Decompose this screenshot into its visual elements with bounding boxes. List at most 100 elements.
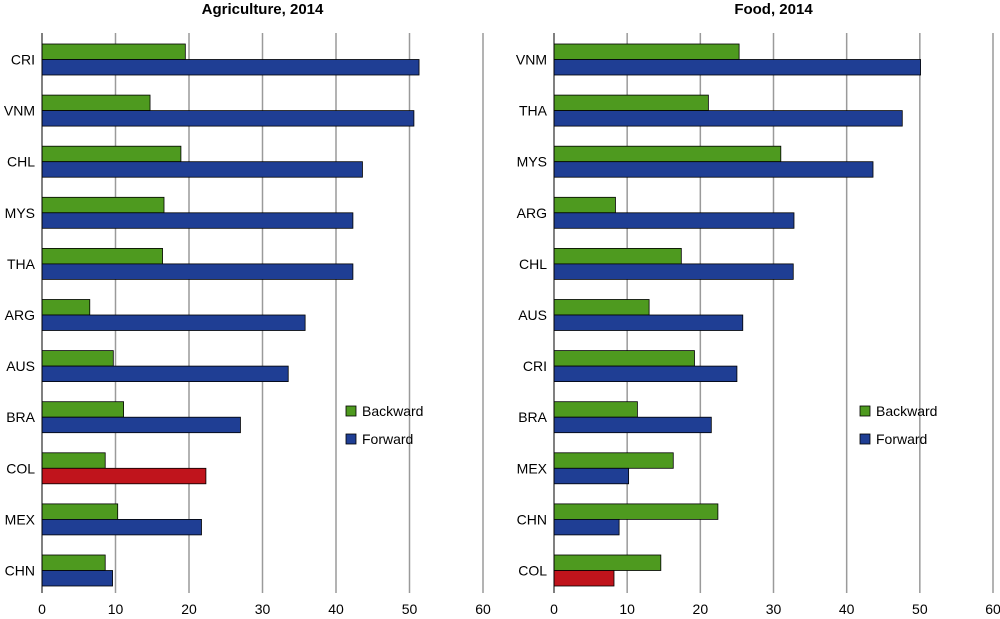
bar-backward-tha (553, 94, 709, 111)
legend-label-backward: Backward (876, 403, 937, 419)
x-tick-label: 60 (475, 601, 491, 617)
bar-backward-mex (41, 503, 119, 520)
x-tick-label: 50 (912, 601, 928, 617)
legend-label-backward: Backward (362, 403, 423, 419)
category-label: VNM (516, 52, 547, 68)
category-label: CHN (5, 563, 35, 579)
x-tick-label: 60 (985, 601, 1000, 617)
bar-forward-cri (553, 365, 738, 383)
x-tick-label: 0 (38, 601, 46, 617)
bar-forward-aus (41, 365, 289, 383)
category-label: CHL (7, 154, 35, 170)
category-label: BRA (518, 409, 547, 425)
bar-forward-mys (553, 161, 874, 178)
legend-swatch-forward (345, 433, 357, 445)
category-label: THA (7, 256, 36, 272)
bar-backward-cri (41, 43, 186, 60)
bar-backward-mys (553, 145, 782, 163)
x-tick-labels: 0 10 20 30 40 50 60 (38, 601, 491, 617)
x-tick-label: 50 (402, 601, 418, 617)
category-label: MEX (517, 460, 548, 476)
bar-forward-col (553, 570, 615, 587)
bar-backward-aus (553, 299, 650, 316)
bar-forward-vnm (553, 59, 921, 76)
bar-backward-tha (41, 247, 163, 265)
x-tick-label: 30 (255, 601, 271, 617)
legend-swatch-backward (859, 405, 871, 417)
panel-food: Food, 2014 VNM THA MYS ARG CHL AUS CRI BRA MEX CH… (516, 1, 1000, 617)
category-label: VNM (4, 103, 35, 119)
x-tick-labels: 0 10 20 30 40 50 60 (550, 601, 1000, 617)
bar-forward-mex (553, 467, 630, 485)
category-label: COL (518, 563, 547, 579)
legend: Backward Forward (345, 403, 423, 447)
bars (553, 33, 921, 593)
bar-backward-col (553, 554, 662, 571)
x-tick-label: 20 (181, 601, 197, 617)
legend-swatch-backward (345, 405, 357, 417)
bar-forward-arg (41, 314, 306, 331)
bar-forward-bra (553, 416, 712, 434)
x-tick-label: 40 (328, 601, 344, 617)
bar-forward-chn (553, 519, 620, 536)
legend: Backward Forward (859, 403, 937, 447)
bar-forward-mys (41, 212, 354, 229)
bar-forward-vnm (41, 110, 415, 127)
category-label: THA (519, 103, 548, 119)
bar-backward-bra (41, 401, 124, 418)
bar-forward-tha (553, 110, 903, 127)
bar-forward-mex (41, 519, 202, 536)
category-label: MYS (5, 205, 35, 221)
panel-agriculture: Agriculture, 2014 CRI VNM CHL MYS THA ARG AUS B… (4, 1, 491, 617)
chart-title: Food, 2014 (734, 1, 813, 18)
bar-backward-chl (553, 247, 682, 265)
bar-backward-bra (553, 401, 638, 418)
bar-backward-mys (41, 196, 165, 214)
bar-forward-tha (41, 263, 354, 280)
category-label: COL (6, 460, 35, 476)
x-tick-label: 10 (108, 601, 124, 617)
x-tick-label: 30 (766, 601, 782, 617)
legend-label-forward: Forward (876, 431, 927, 447)
bar-backward-chn (41, 554, 106, 571)
category-label: CHN (517, 511, 547, 527)
category-label: AUS (6, 358, 35, 374)
bar-forward-chn (41, 570, 113, 587)
bar-forward-cri (41, 59, 420, 76)
category-label: CRI (523, 358, 547, 374)
bar-forward-arg (553, 212, 795, 229)
category-label: ARG (5, 307, 35, 323)
category-label: ARG (517, 205, 547, 221)
legend-swatch-forward (859, 433, 871, 445)
bar-forward-bra (41, 416, 241, 434)
bar-forward-chl (553, 263, 794, 280)
bar-backward-cri (553, 350, 695, 367)
legend-label-forward: Forward (362, 431, 413, 447)
bar-forward-col (41, 467, 207, 485)
bar-backward-chn (553, 503, 719, 520)
bar-backward-aus (41, 350, 114, 367)
category-label: CHL (519, 256, 547, 272)
category-label: MEX (5, 511, 36, 527)
bar-forward-chl (41, 161, 363, 178)
x-tick-label: 40 (839, 601, 855, 617)
bar-backward-mex (553, 452, 674, 469)
x-tick-label: 0 (550, 601, 558, 617)
bars (41, 33, 420, 593)
bar-backward-arg (553, 196, 616, 214)
bar-backward-chl (41, 145, 182, 163)
x-tick-label: 20 (693, 601, 709, 617)
chart-title: Agriculture, 2014 (202, 1, 324, 18)
category-label: MYS (517, 154, 547, 170)
category-label: BRA (6, 409, 35, 425)
category-labels: CRI VNM CHL MYS THA ARG AUS BRA COL MEX CHN (4, 52, 36, 579)
category-label: AUS (518, 307, 547, 323)
bar-backward-arg (41, 299, 91, 316)
bar-backward-col (41, 452, 106, 469)
category-labels: VNM THA MYS ARG CHL AUS CRI BRA MEX CHN COL (516, 52, 548, 579)
category-label: CRI (11, 52, 35, 68)
bar-backward-vnm (41, 94, 151, 111)
x-tick-label: 10 (619, 601, 635, 617)
